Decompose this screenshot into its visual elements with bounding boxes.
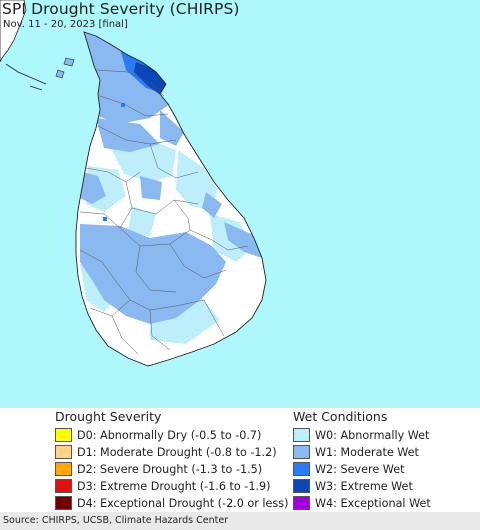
legend-swatch-w3 [293, 479, 310, 493]
legend-item-d3: D3: Extreme Drought (-1.6 to -1.9) [55, 478, 270, 494]
w1-areas [76, 32, 262, 324]
legend-swatch-d2 [55, 462, 72, 476]
legend-item-w1: W1: Moderate Wet [293, 444, 419, 460]
legend: Drought Severity Wet Conditions D0: Abno… [0, 408, 480, 512]
legend-item-d4: D4: Exceptional Drought (-2.0 or less) [55, 495, 288, 511]
legend-swatch-w2 [293, 462, 310, 476]
wet-anomaly-fields [76, 32, 262, 344]
india-coastline [29, 85, 43, 91]
map-svg [0, 0, 267, 367]
map-subtitle: Nov. 11 - 20, 2023 [final] [3, 19, 128, 30]
drought-legend-title: Drought Severity [55, 409, 162, 424]
legend-item-w0: W0: Abnormally Wet [293, 427, 429, 443]
legend-swatch-d4 [55, 496, 72, 510]
source-text: Source: CHIRPS, UCSB, Climate Hazards Ce… [3, 515, 229, 526]
legend-swatch-d1 [55, 445, 72, 459]
district-boundaries [79, 69, 249, 355]
legend-swatch-d3 [55, 479, 72, 493]
legend-item-d0: D0: Abnormally Dry (-0.5 to -0.7) [55, 427, 261, 443]
jaffna-islands [55, 57, 75, 79]
legend-swatch-w1 [293, 445, 310, 459]
legend-item-w3: W3: Extreme Wet [293, 478, 413, 494]
legend-swatch-w0 [293, 428, 310, 442]
legend-swatch-w4 [293, 496, 310, 510]
w3-areas [134, 62, 168, 96]
legend-swatch-d0 [55, 428, 72, 442]
source-footer: Source: CHIRPS, UCSB, Climate Hazards Ce… [0, 512, 480, 530]
legend-item-d1: D1: Moderate Drought (-0.8 to -1.2) [55, 444, 277, 460]
india-landmass [0, 0, 27, 63]
legend-item-d2: D2: Severe Drought (-1.3 to -1.5) [55, 461, 262, 477]
india-coastline [5, 63, 47, 85]
map-title: SPI Drought Severity (CHIRPS) [2, 0, 240, 18]
legend-item-w4: W4: Exceptional Wet [293, 495, 431, 511]
legend-item-w2: W2: Severe Wet [293, 461, 404, 477]
wet-legend-title: Wet Conditions [293, 409, 388, 424]
drought-map: SPI Drought Severity (CHIRPS) Nov. 11 - … [0, 0, 480, 408]
